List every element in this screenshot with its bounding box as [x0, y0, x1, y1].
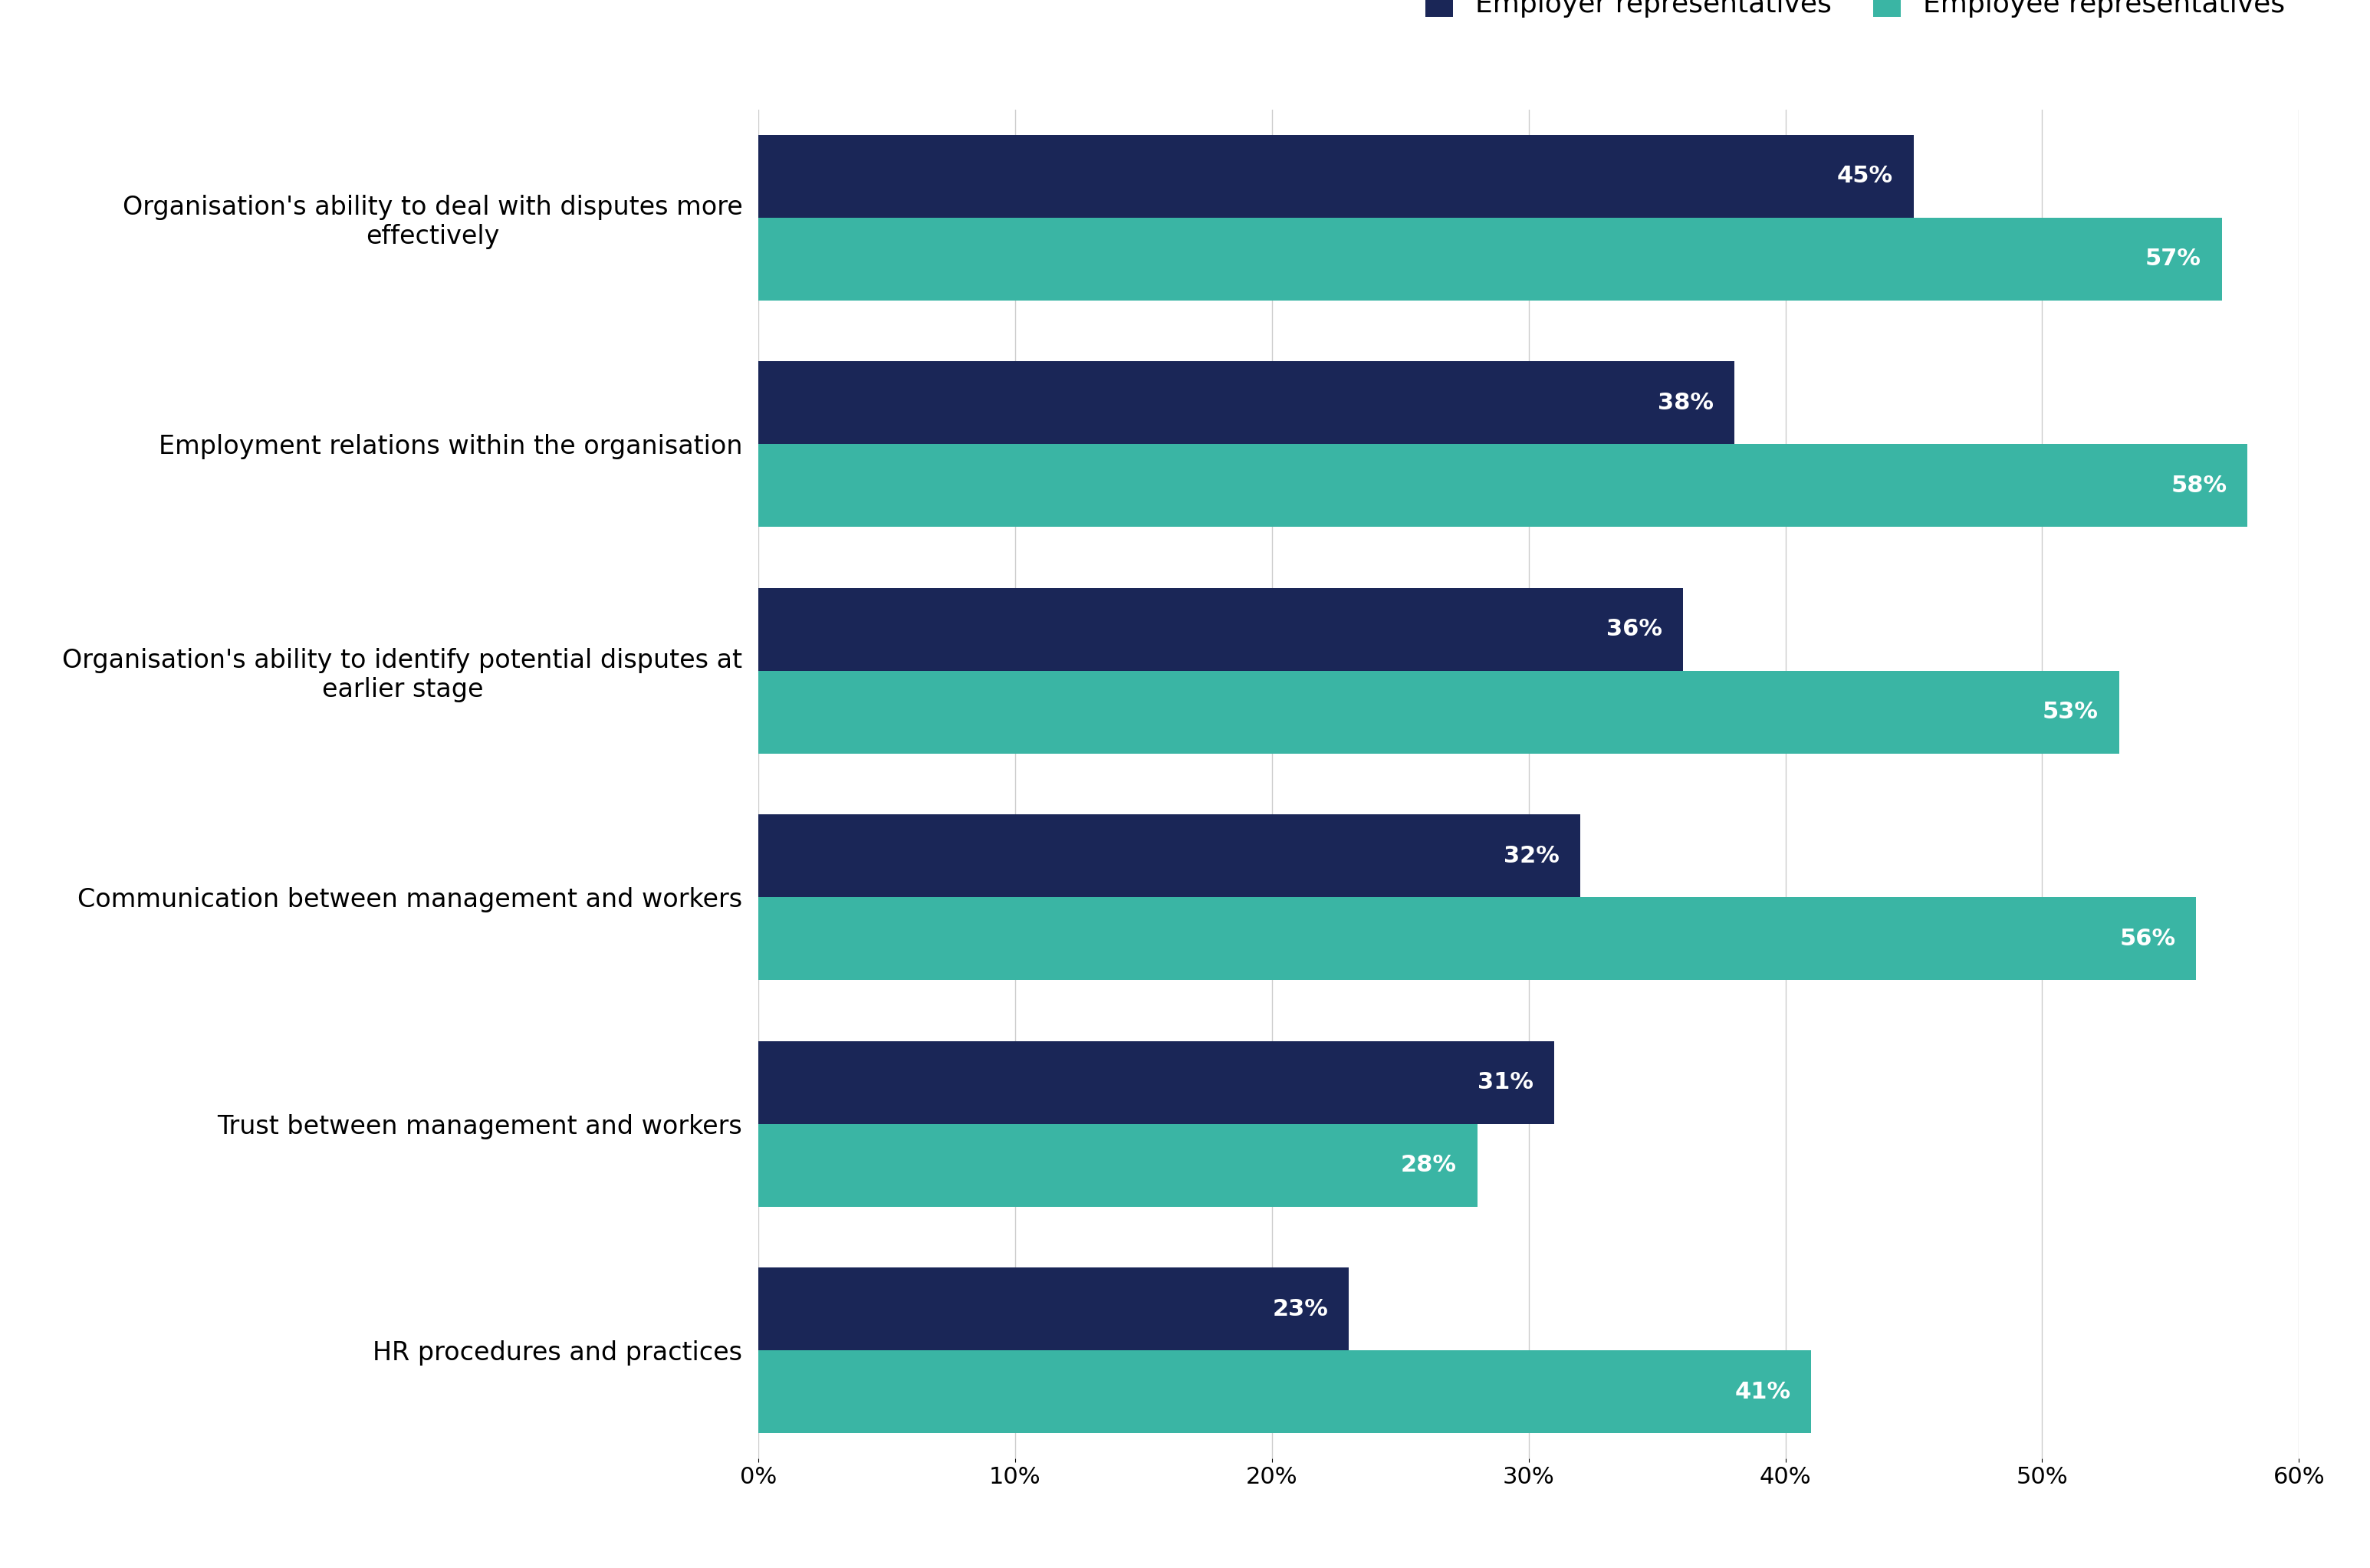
Text: 32%: 32%: [1503, 845, 1559, 867]
Text: 45%: 45%: [1837, 165, 1894, 187]
Bar: [758, 588, 1683, 671]
Bar: [758, 361, 1735, 444]
Bar: [758, 218, 2223, 299]
Bar: [758, 1041, 1555, 1124]
Legend: Employer representatives, Employee representatives: Employer representatives, Employee repre…: [1424, 0, 2285, 17]
Bar: [758, 135, 1915, 218]
Text: 31%: 31%: [1479, 1071, 1533, 1093]
Text: 23%: 23%: [1273, 1298, 1327, 1320]
Text: 36%: 36%: [1607, 618, 1661, 640]
Text: 38%: 38%: [1657, 392, 1714, 414]
Text: 41%: 41%: [1735, 1381, 1792, 1403]
Text: 57%: 57%: [2145, 248, 2202, 270]
Text: 58%: 58%: [2171, 475, 2228, 497]
Text: 53%: 53%: [2043, 701, 2100, 723]
Bar: [758, 814, 1581, 897]
Bar: [758, 1124, 1477, 1207]
Bar: [758, 1350, 1811, 1433]
Text: 56%: 56%: [2119, 928, 2176, 950]
Bar: [758, 1269, 1349, 1350]
Bar: [758, 671, 2119, 754]
Bar: [758, 444, 2247, 527]
Text: 28%: 28%: [1401, 1154, 1458, 1176]
Bar: [758, 897, 2197, 980]
